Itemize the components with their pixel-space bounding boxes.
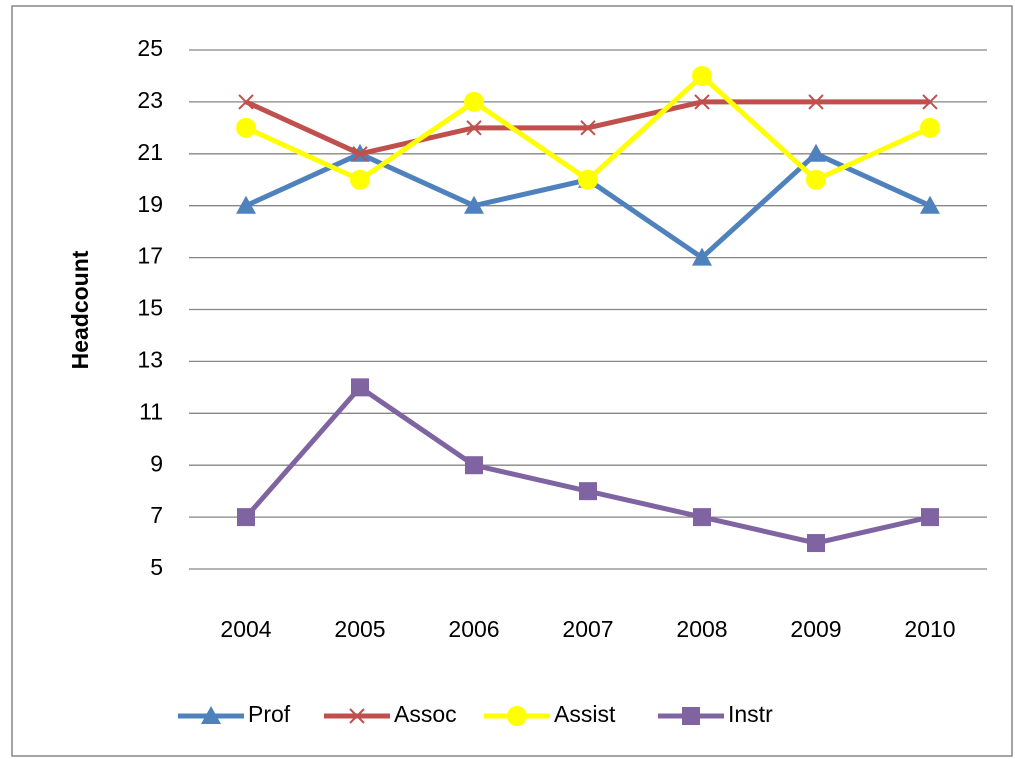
data-point [806,143,826,162]
data-point [692,65,712,86]
data-point [578,169,598,190]
data-point [352,146,368,162]
x-tick-label: 2004 [220,616,271,642]
y-axis-label: Headcount [67,250,93,369]
x-tick-label: 2010 [904,616,955,642]
data-point [466,120,482,136]
data-point [236,195,256,214]
data-point [807,534,825,553]
y-tick-label: 9 [150,450,163,476]
data-point [238,94,254,110]
legend-label: Prof [248,701,291,727]
y-tick-label: 7 [150,502,163,528]
data-point [580,120,596,136]
legend-marker [507,706,527,726]
data-point [236,117,256,138]
data-point [920,195,940,214]
data-point [579,482,597,501]
data-point [237,508,255,527]
data-point [692,247,712,266]
data-point [693,508,711,527]
y-tick-label: 11 [139,398,163,424]
legend-marker [349,708,365,724]
data-point [808,94,824,110]
data-point [694,94,710,110]
data-point [350,169,370,190]
chart-frame [11,5,1013,757]
x-tick-label: 2005 [334,616,385,642]
legend-label: Assoc [394,701,457,727]
data-point [806,169,826,190]
x-tick-label: 2007 [562,616,613,642]
x-tick-label: 2009 [790,616,841,642]
y-tick-label: 15 [137,295,163,321]
y-tick-label: 17 [137,243,163,269]
x-tick-label: 2008 [676,616,727,642]
data-point [464,91,484,112]
data-point [922,94,938,110]
y-tick-label: 5 [150,554,163,580]
y-tick-label: 21 [137,139,163,165]
y-tick-label: 25 [137,35,163,61]
y-tick-label: 23 [137,87,163,113]
legend-label: Assist [554,701,616,727]
data-point [921,508,939,527]
y-tick-label: 13 [137,346,163,372]
legend-marker [201,706,221,724]
data-point [920,117,940,138]
data-point [465,456,483,475]
legend-label: Instr [728,701,773,727]
data-point [464,195,484,214]
y-tick-label: 19 [137,191,163,217]
x-tick-label: 2006 [448,616,499,642]
data-point [351,378,369,397]
legend-marker [682,707,700,725]
